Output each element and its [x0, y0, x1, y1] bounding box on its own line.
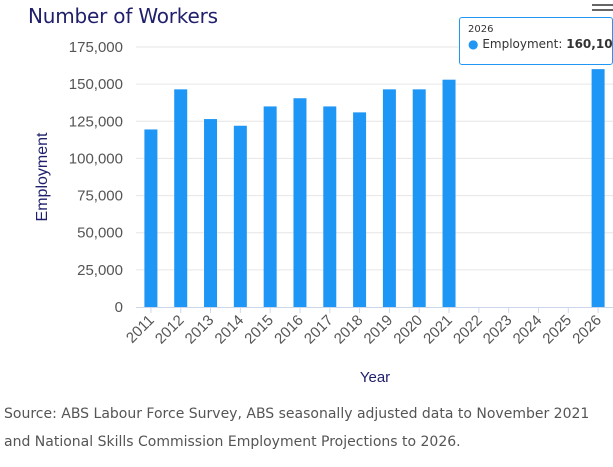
y-tick-label: 100,000 — [69, 150, 123, 167]
y-tick-label: 125,000 — [69, 113, 123, 130]
grid-lines — [136, 46, 613, 271]
bar-2016[interactable] — [293, 98, 307, 307]
y-axis-ticks: 0 25,000 50,000 75,000 100,000 125,000 150,000… — [69, 39, 123, 316]
x-tick-label-2019: 2019 — [361, 312, 397, 348]
hamburger-menu-icon[interactable] — [592, 4, 613, 16]
x-tick-label-2021: 2021 — [420, 312, 456, 348]
x-tick-label-2012: 2012 — [152, 312, 188, 348]
x-tick-label-2016: 2016 — [271, 312, 307, 348]
tooltip-x-value: 2026 — [468, 24, 494, 35]
x-tick-label-2014: 2014 — [212, 312, 248, 348]
bar-2017[interactable] — [323, 106, 337, 307]
x-tick-label-2022: 2022 — [450, 312, 486, 348]
x-tick-label-2018: 2018 — [331, 312, 367, 348]
chart-tooltip: 2026 ● Employment: 160,100 — [459, 17, 613, 65]
y-tick-label: 75,000 — [77, 188, 123, 205]
x-tick-label-2023: 2023 — [480, 312, 516, 348]
x-tick-label-2025: 2025 — [539, 312, 575, 348]
bar-2013[interactable] — [204, 119, 218, 307]
x-axis-ticks: 2011201220132014201520162017201820192020… — [123, 307, 605, 347]
bar-2014[interactable] — [233, 125, 247, 307]
source-note: Source: ABS Labour Force Survey, ABS sea… — [4, 406, 590, 450]
chart-title: Number of Workers — [28, 4, 218, 28]
x-tick-label-2015: 2015 — [241, 312, 277, 348]
y-tick-label: 25,000 — [77, 262, 123, 279]
x-tick-label-2020: 2020 — [390, 312, 426, 348]
tooltip-value: 160,100 — [566, 37, 613, 51]
bar-2015[interactable] — [263, 106, 277, 307]
x-tick-label-2013: 2013 — [182, 312, 218, 348]
y-axis-label: Employment — [34, 132, 51, 221]
y-tick-label: 175,000 — [69, 39, 123, 56]
bar-2018[interactable] — [353, 112, 367, 307]
x-tick-label-2011: 2011 — [123, 312, 158, 347]
x-axis-label: Year — [360, 369, 390, 386]
series-dot-icon: ● — [468, 37, 479, 51]
y-tick-label: 0 — [115, 299, 123, 316]
y-tick-label: 150,000 — [69, 76, 123, 93]
tooltip-series-label: Employment: — [482, 37, 563, 51]
x-tick-label-2024: 2024 — [510, 312, 546, 348]
y-tick-label: 50,000 — [77, 225, 123, 242]
bar-2012[interactable] — [174, 89, 188, 307]
x-tick-label-2017: 2017 — [301, 312, 337, 348]
bar-2026[interactable] — [591, 69, 605, 307]
bar-chart: 0 25,000 50,000 75,000 100,000 125,000 150,000… — [34, 39, 613, 386]
bar-2011[interactable] — [144, 129, 158, 307]
x-tick-label-2026: 2026 — [569, 312, 605, 348]
tooltip-row: ● Employment: 160,100 — [468, 37, 613, 51]
bar-2021[interactable] — [442, 79, 456, 307]
bar-2020[interactable] — [412, 89, 426, 307]
bars — [144, 69, 605, 307]
bar-2019[interactable] — [382, 89, 396, 307]
